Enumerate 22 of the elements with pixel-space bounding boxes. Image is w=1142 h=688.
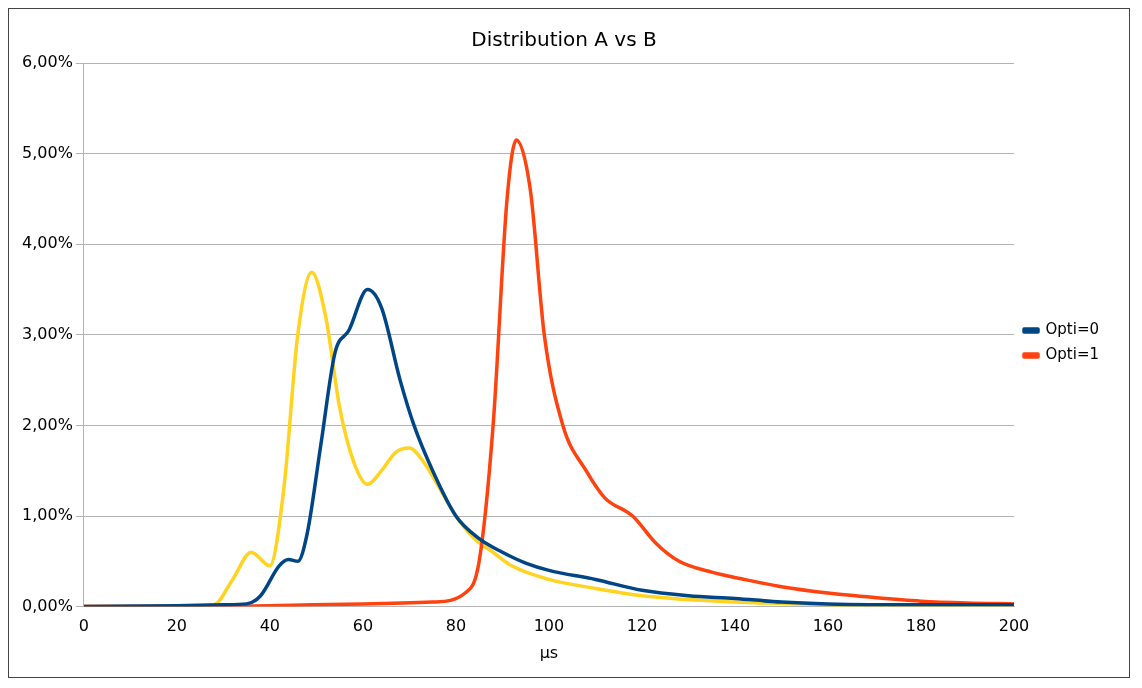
x-tick-label: 120 xyxy=(626,616,658,636)
x-tick-label: 0 xyxy=(78,616,89,636)
x-tick-label: 80 xyxy=(445,616,467,636)
y-tick-label: 4,00% xyxy=(22,233,73,253)
x-tick-label: 140 xyxy=(719,616,751,636)
legend-label: Opti=1 xyxy=(1045,345,1100,364)
x-axis-title: µs xyxy=(539,642,559,662)
chart-title: Distribution A vs B xyxy=(471,27,657,52)
x-tick-label: 60 xyxy=(352,616,374,636)
y-tick-label: 5,00% xyxy=(22,142,73,162)
y-tick-label: 2,00% xyxy=(22,414,73,434)
x-tick-label: 40 xyxy=(259,616,281,636)
y-tick-label: 6,00% xyxy=(22,52,73,72)
x-tick-label: 160 xyxy=(812,616,844,636)
legend-label: Opti=0 xyxy=(1045,320,1100,339)
x-tick-label: 100 xyxy=(533,616,565,636)
y-tick-label: 1,00% xyxy=(22,505,73,525)
y-tick-label: 3,00% xyxy=(22,323,73,343)
x-tick-label: 20 xyxy=(166,616,188,636)
x-tick-label: 200 xyxy=(998,616,1030,636)
y-tick-label: 0,00% xyxy=(22,595,73,615)
x-tick-label: 180 xyxy=(905,616,937,636)
